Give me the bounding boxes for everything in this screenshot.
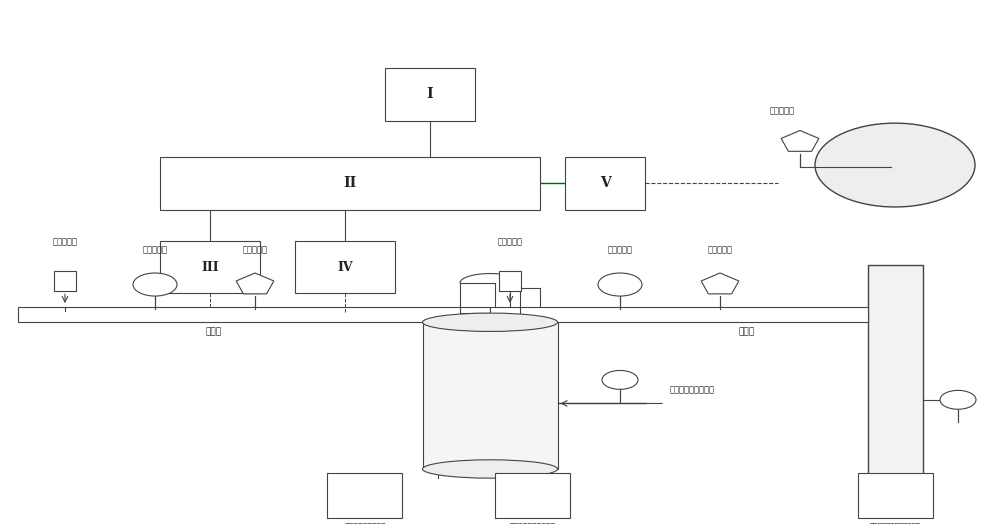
Bar xyxy=(160,241,260,293)
Text: 烟囱内冷凝液水量测量装置: 烟囱内冷凝液水量测量装置 xyxy=(870,522,921,524)
Circle shape xyxy=(133,273,177,296)
Circle shape xyxy=(940,390,976,409)
Circle shape xyxy=(815,123,975,207)
Text: 湿度测量仪: 湿度测量仪 xyxy=(143,245,168,254)
Text: 脱硫废水水量测量装置: 脱硫废水水量测量装置 xyxy=(509,522,556,524)
Polygon shape xyxy=(236,273,274,294)
Bar xyxy=(868,265,923,490)
Bar xyxy=(495,473,570,518)
Text: 湿度测量仪: 湿度测量仪 xyxy=(608,245,633,254)
Bar xyxy=(54,271,76,291)
Bar xyxy=(295,241,395,293)
Polygon shape xyxy=(701,273,739,294)
Ellipse shape xyxy=(422,313,558,332)
Circle shape xyxy=(598,273,642,296)
Circle shape xyxy=(602,370,638,389)
Bar xyxy=(499,271,521,291)
Text: V: V xyxy=(600,177,610,190)
Text: 脱硫用水流量测量仪: 脱硫用水流量测量仪 xyxy=(670,385,715,394)
Text: I: I xyxy=(427,88,433,101)
Bar xyxy=(160,157,540,210)
Bar xyxy=(490,307,868,322)
Bar xyxy=(858,473,933,518)
Text: 净烟道: 净烟道 xyxy=(739,328,755,336)
Text: 温度测量仪: 温度测量仪 xyxy=(242,245,268,254)
Text: 温度测量仪: 温度测量仪 xyxy=(770,107,795,116)
Text: 流量测量仪: 流量测量仪 xyxy=(52,237,78,246)
Bar xyxy=(18,307,490,322)
Text: 石膏含水量测量装置: 石膏含水量测量装置 xyxy=(344,522,386,524)
Bar xyxy=(565,157,645,210)
Text: II: II xyxy=(343,177,357,190)
Bar xyxy=(385,68,475,121)
Text: 流量测量仪: 流量测量仪 xyxy=(498,237,522,246)
Text: 温度测量仪: 温度测量仪 xyxy=(708,245,732,254)
Text: IV: IV xyxy=(337,261,353,274)
Ellipse shape xyxy=(422,460,558,478)
Text: III: III xyxy=(201,261,219,274)
Bar xyxy=(422,322,558,469)
Polygon shape xyxy=(781,130,819,151)
Bar xyxy=(327,473,402,518)
Text: 原烟道: 原烟道 xyxy=(206,328,222,336)
